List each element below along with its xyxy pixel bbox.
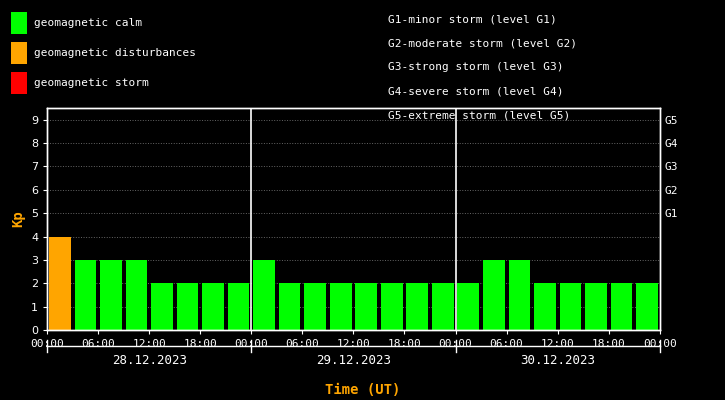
Bar	[508, 260, 530, 330]
Bar	[483, 260, 505, 330]
Text: geomagnetic disturbances: geomagnetic disturbances	[34, 48, 196, 58]
Bar	[457, 283, 479, 330]
Y-axis label: Kp: Kp	[12, 211, 25, 227]
Text: G1-minor storm (level G1): G1-minor storm (level G1)	[388, 14, 557, 24]
Bar	[253, 260, 275, 330]
Bar	[330, 283, 352, 330]
Bar	[100, 260, 122, 330]
Text: 29.12.2023: 29.12.2023	[316, 354, 391, 366]
Bar	[381, 283, 402, 330]
Bar	[279, 283, 300, 330]
Bar	[125, 260, 147, 330]
Bar	[202, 283, 224, 330]
Bar	[228, 283, 249, 330]
Bar	[407, 283, 428, 330]
Bar	[75, 260, 96, 330]
Bar	[534, 283, 556, 330]
Bar	[432, 283, 454, 330]
Bar	[560, 283, 581, 330]
Bar	[49, 236, 71, 330]
Bar	[585, 283, 607, 330]
Text: geomagnetic calm: geomagnetic calm	[34, 18, 142, 28]
Bar	[636, 283, 658, 330]
Text: geomagnetic storm: geomagnetic storm	[34, 78, 149, 88]
Text: G3-strong storm (level G3): G3-strong storm (level G3)	[388, 62, 563, 72]
Bar	[355, 283, 377, 330]
Bar	[151, 283, 173, 330]
Text: Time (UT): Time (UT)	[325, 383, 400, 397]
Text: G5-extreme storm (level G5): G5-extreme storm (level G5)	[388, 110, 570, 120]
Bar	[177, 283, 199, 330]
Text: 28.12.2023: 28.12.2023	[112, 354, 187, 366]
Text: G2-moderate storm (level G2): G2-moderate storm (level G2)	[388, 38, 577, 48]
Text: 30.12.2023: 30.12.2023	[520, 354, 595, 366]
Bar	[304, 283, 326, 330]
Bar	[610, 283, 632, 330]
Text: G4-severe storm (level G4): G4-severe storm (level G4)	[388, 86, 563, 96]
